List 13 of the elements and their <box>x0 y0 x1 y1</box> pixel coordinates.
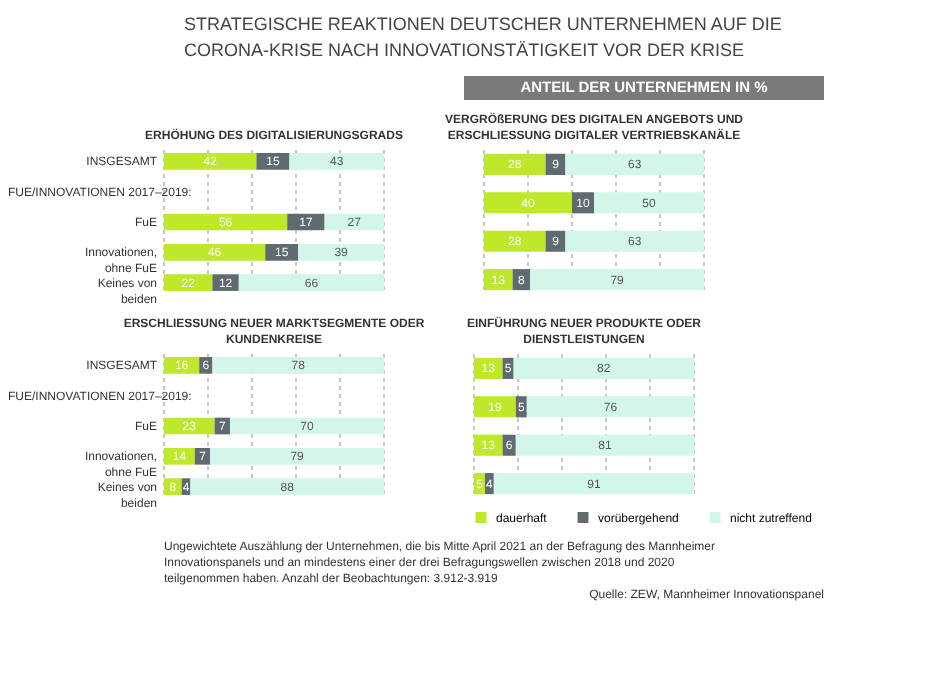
bar <box>493 473 694 495</box>
bar <box>515 434 694 456</box>
bar <box>474 396 516 418</box>
bar <box>484 192 572 214</box>
bar <box>565 230 704 252</box>
text: STRATEGISCHE REAKTIONEN DEUTSCHER UNTERNEHMEN AUF DIE CORONA-KRISE NACH INNOVATIONSTÄTIGKEIT VOR DER KRISE <box>184 14 782 60</box>
bar <box>484 153 546 175</box>
bar <box>594 192 704 214</box>
bar <box>513 357 694 379</box>
bar <box>530 269 704 291</box>
bar <box>526 396 694 418</box>
bar <box>565 153 704 175</box>
bar <box>484 230 546 252</box>
